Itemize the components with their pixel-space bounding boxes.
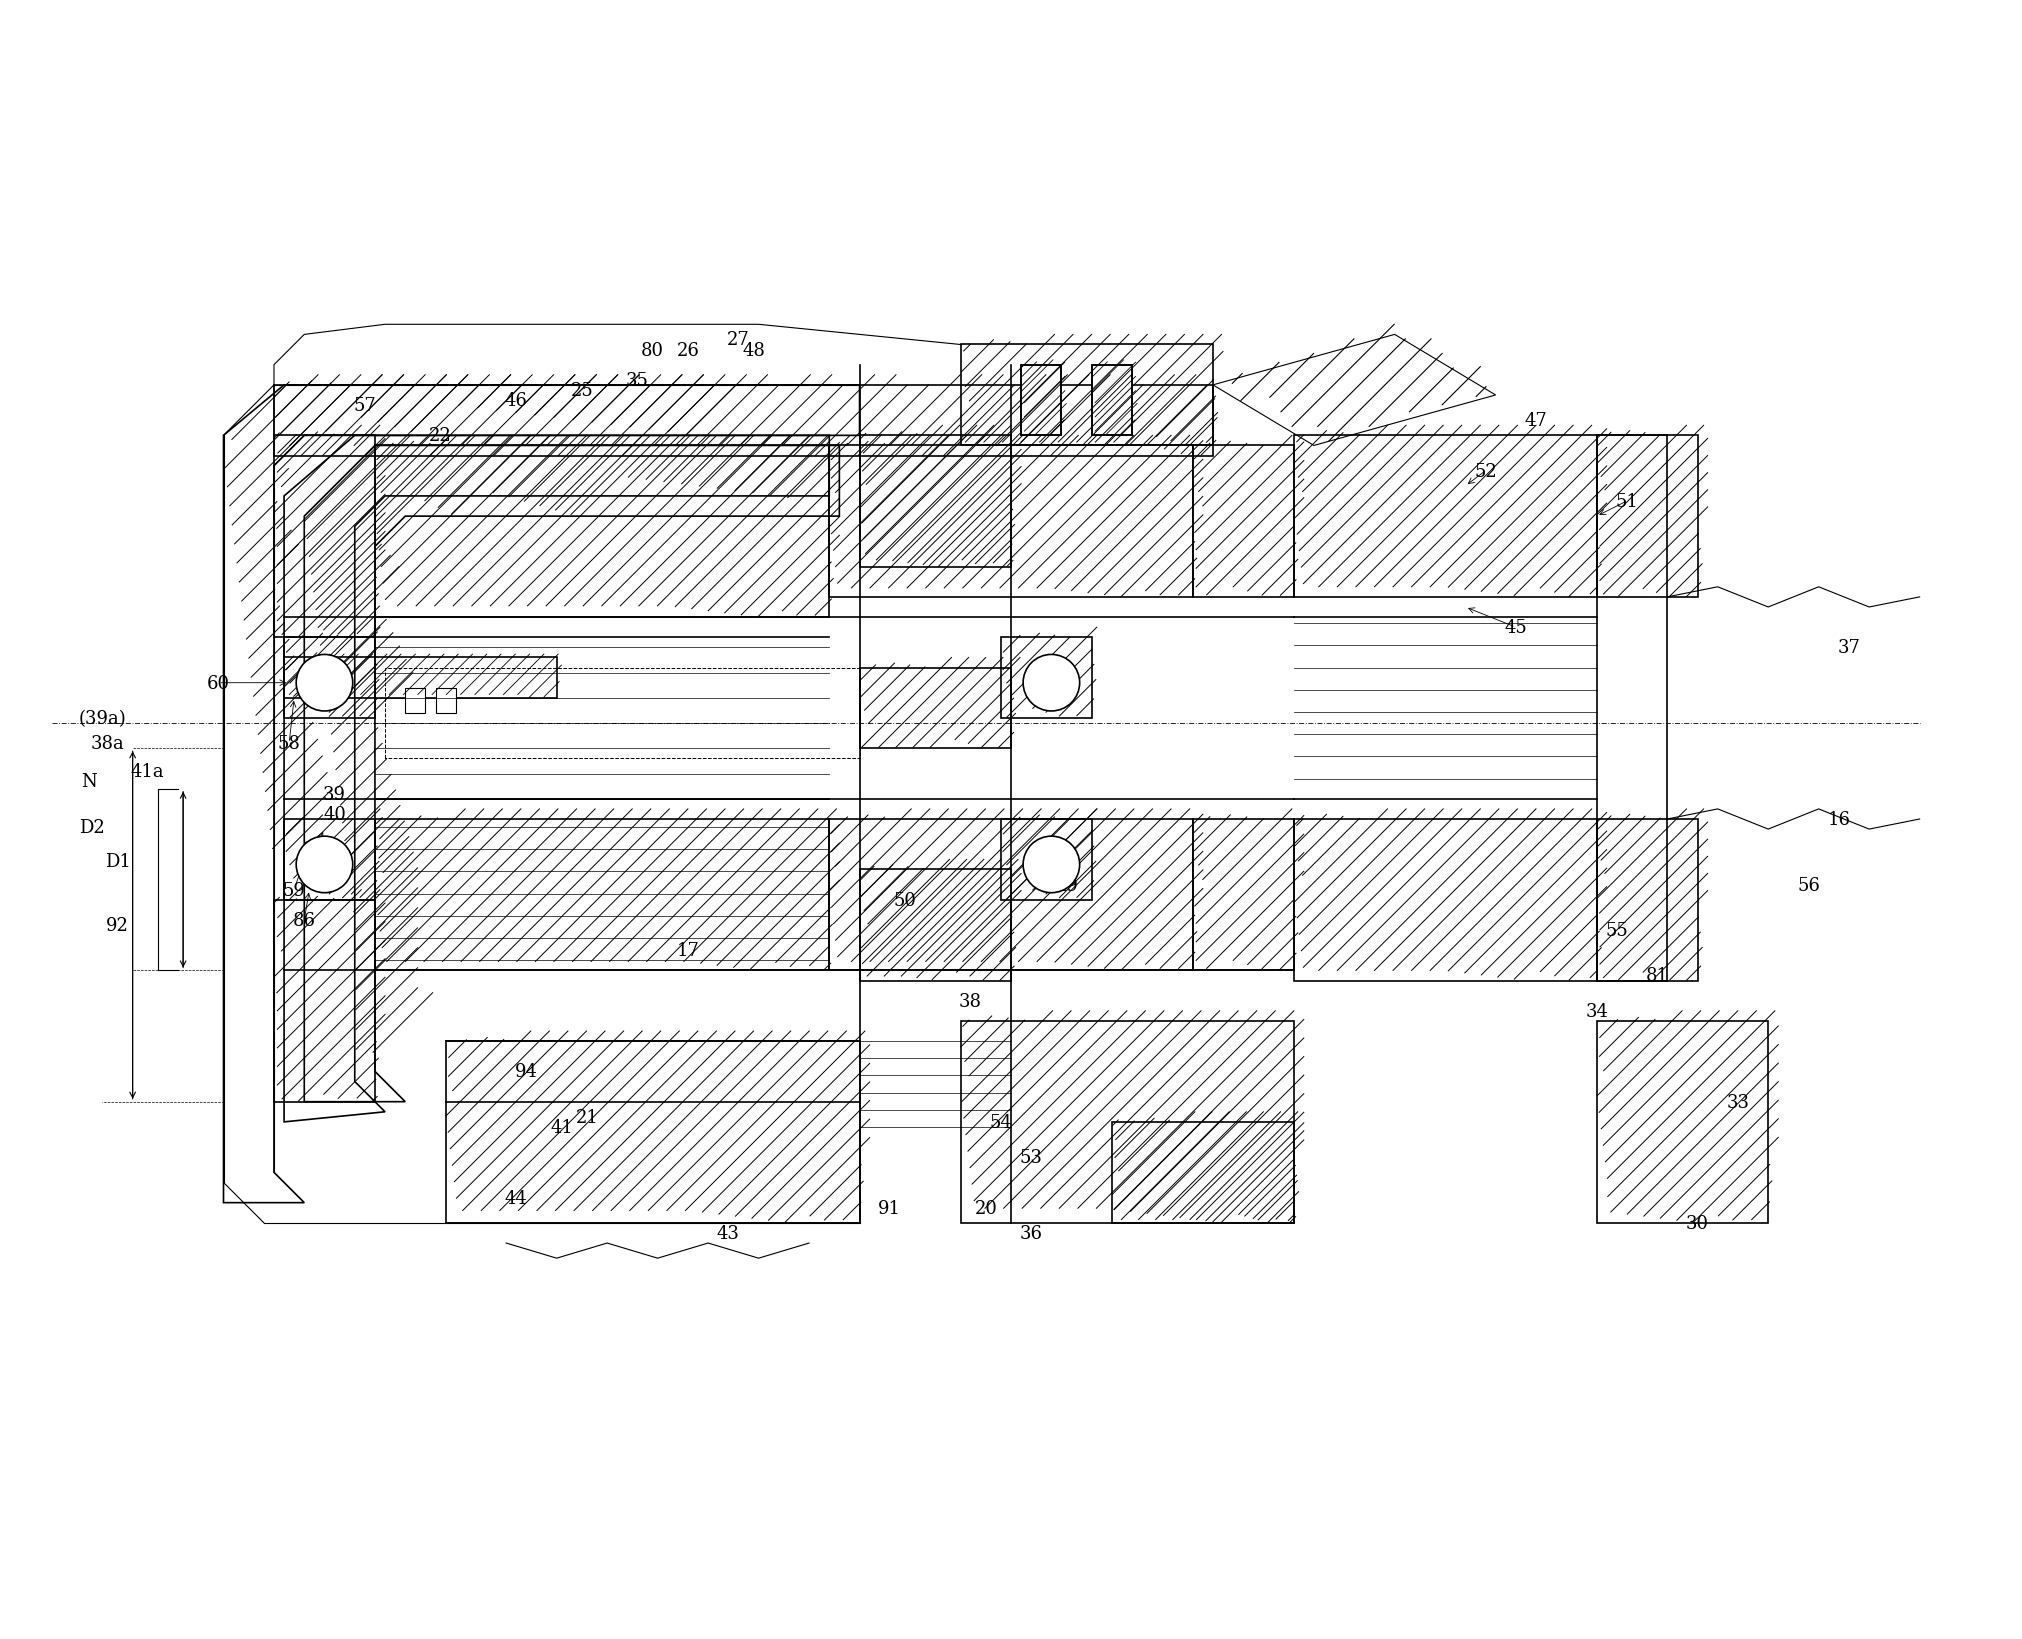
Polygon shape — [404, 688, 425, 713]
Text: 86: 86 — [293, 911, 315, 929]
Text: 80: 80 — [641, 341, 663, 359]
Text: 81: 81 — [1646, 967, 1668, 985]
Text: 33: 33 — [1727, 1093, 1749, 1111]
Text: 34: 34 — [1585, 1001, 1607, 1019]
Text: 41a: 41a — [131, 762, 164, 780]
Text: 21: 21 — [576, 1108, 599, 1126]
Circle shape — [295, 656, 352, 711]
Text: D2: D2 — [79, 818, 105, 836]
Text: 44: 44 — [506, 1188, 528, 1206]
Text: 56: 56 — [1798, 877, 1820, 895]
Text: 49: 49 — [1055, 877, 1078, 895]
Text: 59: 59 — [283, 882, 305, 900]
Polygon shape — [1021, 365, 1062, 436]
Text: 37: 37 — [1838, 639, 1860, 657]
Text: 35: 35 — [627, 372, 649, 390]
Text: 25: 25 — [570, 382, 592, 400]
Circle shape — [295, 836, 352, 893]
Text: 41: 41 — [550, 1118, 572, 1136]
Text: D1: D1 — [105, 852, 131, 870]
Text: 26: 26 — [677, 341, 700, 359]
Text: 55: 55 — [1605, 921, 1628, 939]
Text: 47: 47 — [1525, 411, 1547, 429]
Text: 58: 58 — [277, 734, 301, 752]
Text: 30: 30 — [1686, 1214, 1709, 1233]
Text: 91: 91 — [878, 1200, 902, 1218]
Text: 46: 46 — [506, 392, 528, 410]
Text: 52: 52 — [1474, 462, 1496, 480]
Text: 16: 16 — [1828, 811, 1850, 828]
Text: 85: 85 — [303, 841, 326, 859]
Text: (39a): (39a) — [79, 710, 125, 728]
Text: 38: 38 — [958, 992, 983, 1010]
Text: 43: 43 — [718, 1224, 740, 1242]
Text: 92: 92 — [105, 916, 129, 934]
Text: 51: 51 — [1616, 493, 1638, 511]
Polygon shape — [1092, 365, 1132, 436]
Text: 17: 17 — [677, 942, 700, 960]
Text: 57: 57 — [354, 397, 376, 415]
Text: 53: 53 — [1019, 1149, 1043, 1167]
Text: 40: 40 — [324, 805, 346, 823]
Text: 27: 27 — [728, 331, 750, 349]
Circle shape — [1023, 656, 1080, 711]
Text: 54: 54 — [989, 1113, 1013, 1131]
Text: 20: 20 — [975, 1200, 997, 1218]
Text: 22: 22 — [429, 428, 453, 446]
Text: N: N — [81, 772, 97, 790]
Text: 48: 48 — [742, 341, 764, 359]
Text: 38a: 38a — [91, 734, 123, 752]
Text: 39: 39 — [324, 785, 346, 803]
Text: 36: 36 — [1019, 1224, 1043, 1242]
Polygon shape — [435, 688, 455, 713]
Text: 60: 60 — [206, 674, 231, 692]
Text: 50: 50 — [894, 892, 916, 910]
Text: 45: 45 — [1504, 620, 1527, 638]
Circle shape — [1023, 836, 1080, 893]
Text: 94: 94 — [516, 1062, 538, 1080]
